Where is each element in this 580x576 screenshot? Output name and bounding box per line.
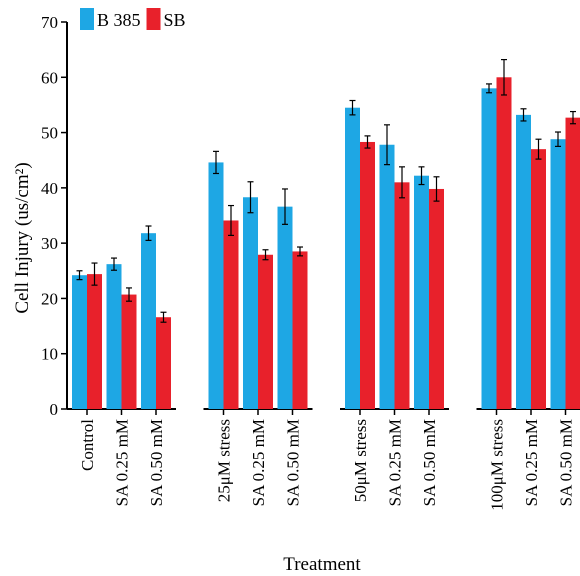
x-tick-label: SA 0.50 mM	[147, 419, 166, 506]
bar	[121, 294, 137, 409]
bar	[379, 144, 395, 409]
bar	[141, 233, 156, 409]
bar	[345, 107, 360, 409]
legend-label: B 385	[97, 10, 141, 30]
legend: B 385 SB	[80, 8, 186, 30]
legend-label: SB	[164, 10, 186, 30]
bar	[156, 317, 171, 409]
error-bars	[76, 58, 576, 323]
x-tick-label: 100μM stress	[488, 419, 507, 511]
y-axis-title: Cell Injury (us/cm²)	[12, 162, 33, 313]
y-tick-label: 70	[41, 13, 58, 32]
y-tick-label: 20	[41, 289, 58, 308]
y-axis: 0 10 20 30 40 50 60 70	[41, 13, 68, 419]
x-tick-label: SA 0.25 mM	[386, 419, 405, 506]
y-tick-label: 0	[50, 400, 59, 419]
bar	[223, 220, 239, 409]
bar	[72, 275, 87, 409]
legend-swatch	[80, 8, 94, 30]
y-tick-label: 30	[41, 234, 58, 253]
legend-swatch	[146, 8, 161, 30]
bar	[106, 264, 122, 409]
x-tick-label: 25μM stress	[215, 419, 234, 502]
bar	[429, 188, 444, 409]
x-tick-label: SA 0.25 mM	[113, 419, 132, 506]
bar	[87, 274, 102, 409]
bar	[208, 162, 224, 409]
x-axis-title: Treatment	[283, 554, 361, 575]
bar	[531, 149, 546, 409]
bar	[565, 117, 580, 409]
x-tick-label: 50μM stress	[351, 419, 370, 502]
y-tick-label: 10	[41, 345, 58, 364]
x-tick-label: Control	[78, 419, 97, 471]
bar	[277, 206, 293, 409]
bar	[496, 77, 512, 410]
x-tick-label: SA 0.50 mM	[284, 419, 303, 506]
bar	[516, 114, 531, 409]
bar	[414, 175, 429, 409]
bar	[292, 251, 308, 409]
x-tick-label: SA 0.25 mM	[522, 419, 541, 506]
y-tick-label: 40	[41, 179, 58, 198]
y-tick-label: 50	[41, 124, 58, 143]
bars	[72, 77, 580, 410]
x-tick-label: SA 0.25 mM	[249, 419, 268, 506]
bar	[394, 182, 410, 409]
x-axis: Control SA 0.25 mM SA 0.50 mM 25μM stress SA…	[67, 408, 580, 511]
x-tick-label: SA 0.50 mM	[557, 419, 576, 506]
x-tick-label: SA 0.50 mM	[420, 419, 439, 506]
y-tick-label: 60	[41, 68, 58, 87]
bar	[360, 141, 375, 409]
bar	[550, 139, 566, 409]
bar	[258, 254, 273, 409]
bar	[243, 197, 258, 409]
bar	[481, 88, 497, 409]
